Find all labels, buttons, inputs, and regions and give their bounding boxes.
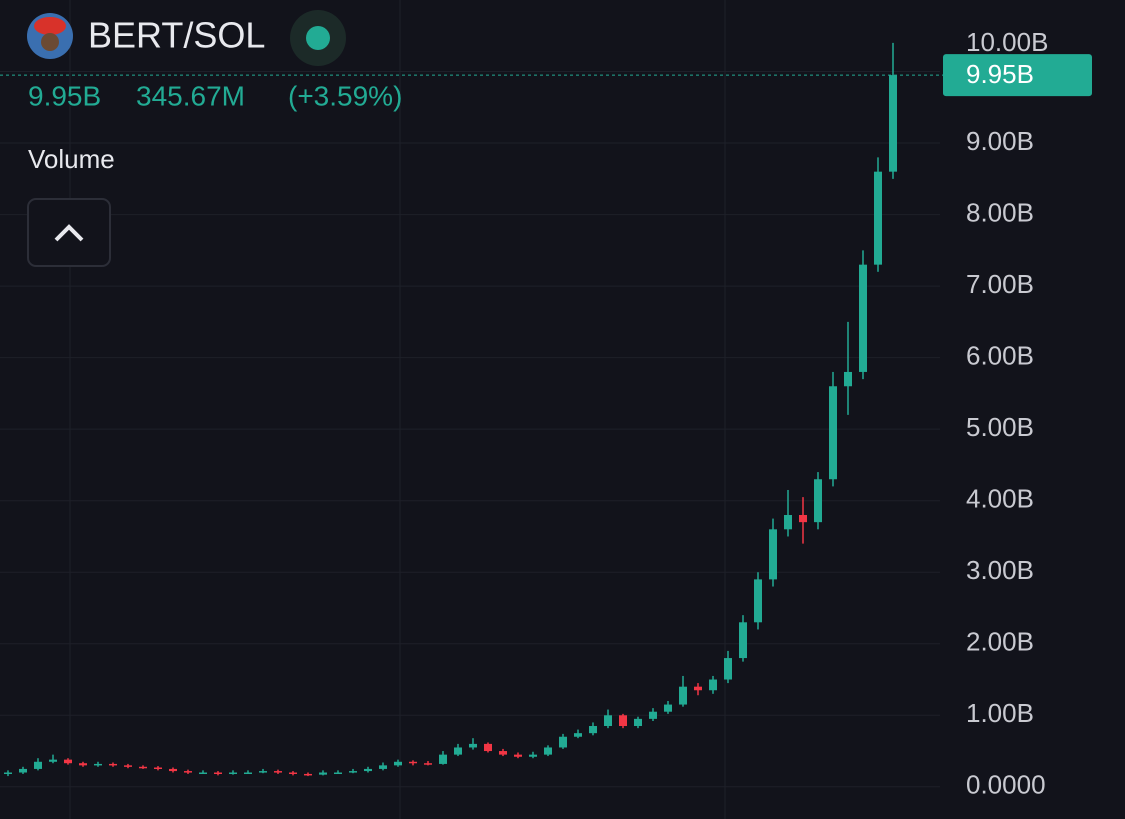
candle-body — [64, 759, 72, 764]
candle-body — [589, 726, 597, 734]
candle-body — [409, 761, 417, 764]
candle-body — [679, 686, 687, 705]
candle-body — [154, 767, 162, 769]
candle-body — [469, 743, 477, 748]
candle-body — [319, 772, 327, 775]
candle-body — [844, 371, 852, 387]
candle-body — [829, 386, 837, 480]
pair-title: BERT/SOL — [88, 15, 265, 56]
candle-body — [604, 715, 612, 727]
y-tick-label: 5.00B — [966, 412, 1034, 442]
candle-body — [49, 759, 57, 762]
candle-body — [859, 264, 867, 372]
header-change-percent: (+3.59%) — [288, 80, 402, 111]
candle-body — [769, 529, 777, 580]
collapse-button[interactable] — [27, 198, 111, 267]
candle-body — [304, 773, 312, 776]
indicator-label: Volume — [28, 144, 115, 174]
chevron-up-icon — [54, 224, 84, 242]
last-price-tag — [943, 54, 1092, 97]
y-tick-label: 7.00B — [966, 269, 1034, 299]
grid — [0, 0, 940, 819]
candle-body — [874, 171, 882, 265]
candle-body — [814, 479, 822, 523]
candle-body — [244, 772, 252, 775]
y-axis: 0.0000 1.00B 2.00B 3.00B 4.00B 5.00B 6.00B 7.00… — [943, 27, 1092, 800]
candle-body — [349, 771, 357, 773]
avatar-hat — [34, 17, 66, 35]
candle-body — [364, 768, 372, 772]
candle-body — [214, 772, 222, 775]
candle-body — [424, 763, 432, 765]
candle-body — [724, 658, 732, 680]
last-price-label: 9.95B — [966, 59, 1034, 89]
candle-body — [619, 715, 627, 727]
candle-body — [559, 736, 567, 748]
candle-body — [139, 766, 147, 769]
candle-body — [439, 754, 447, 764]
candle-body — [544, 747, 552, 755]
candle-body — [334, 772, 342, 775]
candle-body — [394, 761, 402, 766]
candle-body — [649, 711, 657, 719]
candle-body — [889, 75, 897, 172]
candle-body — [739, 622, 747, 659]
candle-body — [664, 704, 672, 712]
candle-body — [184, 771, 192, 773]
candle-body — [709, 679, 717, 691]
plot — [0, 42, 945, 777]
header: BERT/SOL 9.95B 345.67M (+3.59%) Volume — [27, 10, 402, 267]
y-tick-label: 2.00B — [966, 627, 1034, 657]
candle-body — [274, 771, 282, 773]
y-tick-label: 3.00B — [966, 555, 1034, 585]
header-price: 9.95B — [28, 80, 101, 111]
candle-body — [34, 761, 42, 769]
y-tick-label: 1.00B — [966, 698, 1034, 728]
candle-body — [289, 772, 297, 775]
candle-body — [109, 763, 117, 766]
y-tick-label: 10.00B — [966, 27, 1048, 57]
candle-body — [529, 754, 537, 757]
candle-body — [694, 686, 702, 691]
candle-body — [229, 772, 237, 775]
candle-body — [784, 515, 792, 530]
candle-body — [94, 763, 102, 766]
candle-body — [169, 768, 177, 772]
candle-body — [124, 765, 132, 767]
candle-body — [514, 754, 522, 757]
candle-body — [79, 763, 87, 766]
header-change: 345.67M — [136, 80, 245, 111]
candle-body — [799, 515, 807, 523]
y-tick-label: 8.00B — [966, 197, 1034, 227]
y-tick-label: 0.0000 — [966, 770, 1046, 800]
y-tick-label: 6.00B — [966, 341, 1034, 371]
candle-body — [634, 718, 642, 727]
candle-body — [574, 733, 582, 737]
candle-body — [19, 768, 27, 773]
y-tick-label: 4.00B — [966, 484, 1034, 514]
avatar-face — [41, 33, 59, 51]
candle-body — [199, 772, 207, 775]
candle-body — [454, 747, 462, 755]
candle-body — [484, 743, 492, 752]
candle-body — [754, 579, 762, 623]
candle-body — [259, 771, 267, 773]
y-tick-label: 9.00B — [966, 126, 1034, 156]
candle-body — [4, 772, 12, 775]
candle-body — [379, 765, 387, 769]
candle-body — [499, 751, 507, 755]
status-dot — [306, 26, 330, 50]
